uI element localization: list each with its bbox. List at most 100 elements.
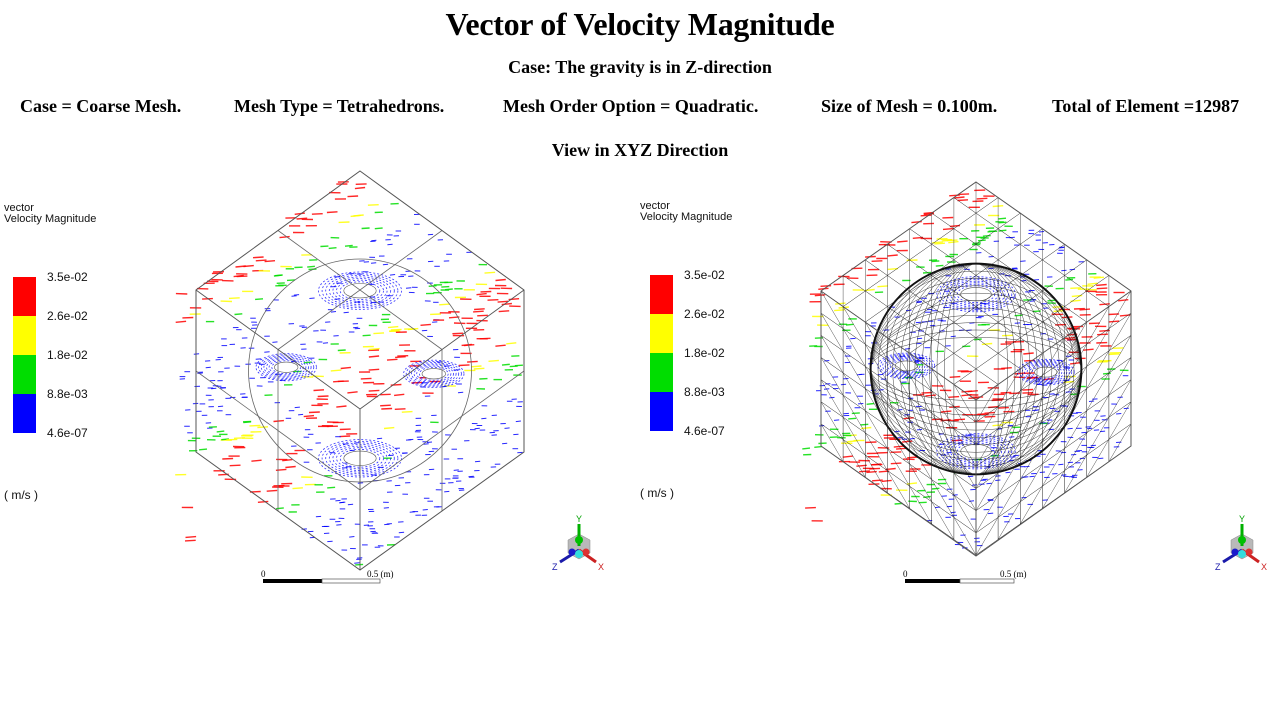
vector-arrow [376, 437, 383, 440]
vector-arrow [856, 373, 863, 376]
vector-arrow [481, 417, 487, 420]
mesh-edge [820, 423, 977, 534]
vortex-ring [1016, 358, 1075, 386]
vector-arrow [266, 489, 278, 492]
vector-arrow [235, 265, 246, 268]
y-axis-label: Y [576, 514, 582, 524]
vector-arrow [957, 199, 969, 202]
vector-arrow [1099, 303, 1110, 306]
color-band-blue [650, 392, 673, 431]
mesh-edge [953, 275, 1110, 385]
vector-arrow [420, 323, 431, 326]
velocity-vectors [175, 181, 523, 566]
axis-triad-left[interactable]: Y X Z [552, 514, 604, 572]
vector-arrow [502, 442, 508, 445]
mesh-edge [1042, 470, 1065, 509]
vector-arrow [1000, 391, 1012, 394]
vector-arrow [387, 243, 393, 246]
vector-arrow [251, 459, 262, 462]
vector-arrow [273, 419, 284, 423]
mesh-edge [953, 472, 977, 511]
mesh-edge [953, 494, 977, 534]
vector-arrow [255, 259, 267, 262]
vortex-ring [418, 366, 449, 381]
vector-arrow [1108, 353, 1120, 356]
vector-arrow [902, 440, 913, 443]
scale-bar-end: 0.5 (m) [1000, 569, 1027, 579]
vector-arrow [916, 337, 923, 340]
vector-arrow [347, 391, 358, 394]
mesh-edge [842, 306, 866, 345]
vector-arrow [952, 494, 958, 496]
domain-edge [359, 370, 525, 491]
mesh-edge [1020, 441, 1043, 480]
vector-arrow [252, 256, 264, 259]
vector-arrow [423, 443, 429, 445]
vector-arrow [931, 487, 940, 490]
mesh-edge [975, 423, 1132, 534]
vector-arrow [931, 260, 940, 263]
mesh-edge [1042, 448, 1065, 487]
vector-arrow [386, 358, 398, 361]
vector-arrow [1001, 367, 1012, 370]
mesh-edge [842, 197, 999, 307]
vortex-ring [879, 353, 933, 378]
vector-arrow [1093, 276, 1105, 279]
vector-arrow [367, 204, 379, 206]
mesh-edge [997, 457, 1021, 496]
vector-arrow [1024, 465, 1030, 468]
vortex-ring [1019, 359, 1073, 385]
mesh-edge [820, 379, 977, 489]
view-direction-label: View in XYZ Direction [551, 140, 729, 160]
mesh-edge [820, 335, 844, 374]
scale-bar-right: 0 0.5 (m) [903, 569, 1027, 584]
axis-triad-right[interactable]: Y X Z [1215, 514, 1267, 572]
vortex-ring [956, 442, 996, 461]
vector-arrow [422, 509, 428, 511]
vector-arrow [452, 332, 464, 335]
vector-arrow [941, 410, 952, 413]
vector-arrow [216, 430, 225, 433]
vector-arrow [293, 294, 300, 296]
vector-arrow [942, 227, 954, 231]
legend-tick: 1.8e-02 [684, 346, 725, 360]
vortex-ring [332, 278, 388, 304]
vector-arrow [307, 265, 315, 268]
vector-arrow [467, 360, 478, 363]
origin-ball [1238, 550, 1246, 558]
mesh-edge [975, 335, 1132, 445]
legend-tick: 3.5e-02 [684, 268, 725, 282]
vector-arrow [474, 308, 485, 311]
vector-arrow [954, 196, 965, 199]
legend-title-line2: Velocity Magnitude [640, 211, 733, 223]
vector-arrow [401, 410, 413, 413]
vector-arrow [1070, 362, 1081, 365]
vector-arrow [1058, 463, 1064, 466]
vector-arrow [211, 387, 217, 390]
x-axis-ball [582, 548, 590, 556]
page-title: Vector of Velocity Magnitude [445, 6, 835, 42]
mesh-edge [1064, 454, 1087, 493]
vector-arrow [285, 465, 296, 469]
vortex-ring [946, 280, 1006, 308]
mesh-edge [842, 417, 866, 456]
mesh-edge [1042, 426, 1065, 465]
vortex-ring [403, 359, 465, 388]
vector-arrow [950, 335, 956, 338]
vector-arrow [912, 236, 924, 239]
vector-arrow [317, 395, 329, 398]
mesh-edge [1086, 394, 1110, 434]
vector-arrow [1071, 294, 1083, 298]
vector-arrow [998, 221, 1007, 224]
vector-arrow [921, 391, 933, 394]
vector-arrow [1029, 475, 1035, 478]
vector-arrow [860, 423, 869, 426]
legend-title-line1: vector [4, 202, 34, 214]
vector-arrow [1065, 278, 1074, 281]
vector-arrow [904, 348, 911, 350]
vector-arrow [205, 366, 211, 369]
color-band-green [13, 355, 36, 394]
mesh-edge [1086, 372, 1110, 411]
mesh-edge [931, 368, 955, 407]
vector-arrow [1049, 393, 1055, 395]
